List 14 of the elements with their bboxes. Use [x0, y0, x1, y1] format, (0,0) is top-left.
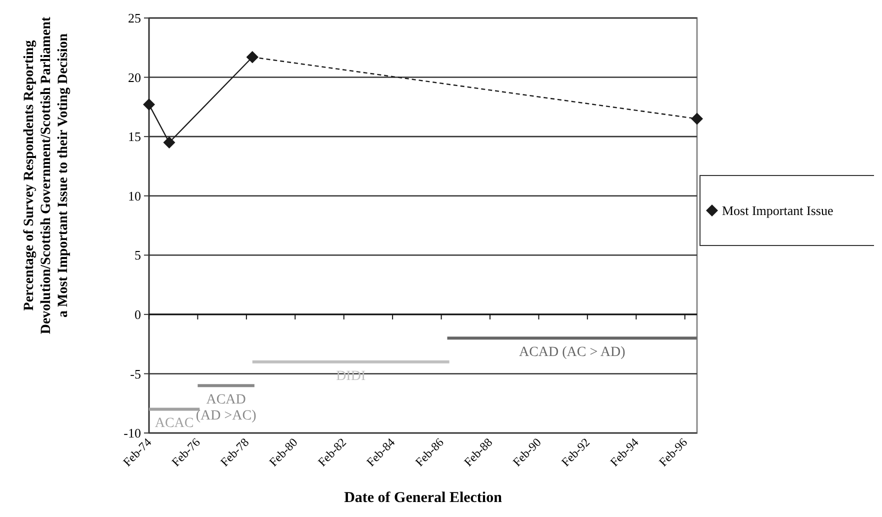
- series-label: ACAC: [154, 416, 194, 432]
- series-label: ACAD (AC > AD): [518, 345, 626, 360]
- y-tick-label: 20: [128, 70, 141, 85]
- y-tick-label: 10: [128, 188, 141, 204]
- y-tick-label: 15: [128, 129, 141, 144]
- y-tick-label: 0: [134, 306, 141, 322]
- y-tick-label: 5: [134, 248, 141, 263]
- series-label: ACAD (AD >AC): [196, 392, 257, 424]
- y-tick-label: 25: [128, 10, 141, 26]
- legend-label: Most Important Issue: [722, 203, 834, 218]
- y-tick-label: -10: [124, 426, 141, 441]
- y-tick-label: -5: [130, 366, 141, 382]
- x-axis-title: Date of General Election: [344, 490, 503, 506]
- y-axis-title: Percentage of Survey Respondents Reporting Devolution/Scottish Government/Scottish Parliament a Most Important Issue to their Voting Decision: [22, 16, 71, 334]
